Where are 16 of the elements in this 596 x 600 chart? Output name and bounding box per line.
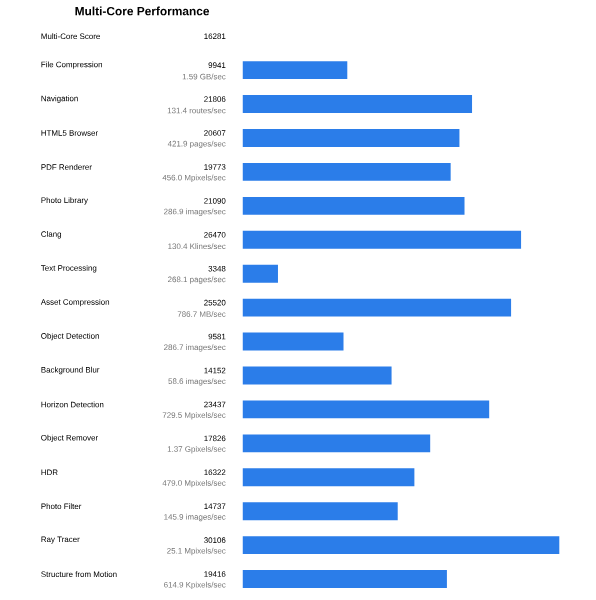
- bar: [242, 129, 459, 147]
- bar: [242, 536, 559, 555]
- bar: [242, 230, 521, 249]
- bar: [242, 366, 392, 385]
- bar: [242, 434, 430, 453]
- bar: [242, 95, 472, 114]
- bar: [242, 468, 414, 487]
- bar: [242, 400, 489, 419]
- bar: [242, 196, 465, 215]
- bar: [242, 61, 347, 80]
- bar: [242, 162, 451, 181]
- bar: [242, 502, 398, 521]
- bar: [242, 570, 447, 588]
- bar: [242, 298, 511, 317]
- bar: [242, 264, 278, 283]
- bar: [242, 332, 344, 351]
